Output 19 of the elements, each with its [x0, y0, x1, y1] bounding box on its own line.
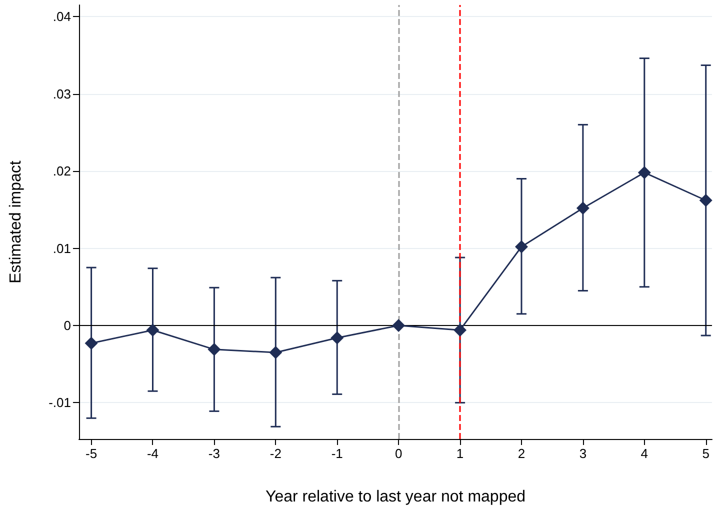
- x-tick-label: -4: [146, 446, 159, 461]
- x-axis-title: Year relative to last year not mapped: [265, 488, 526, 506]
- x-tick-label: 3: [579, 446, 587, 461]
- y-axis-title: Estimated impact: [8, 160, 24, 284]
- y-tick-label: -.01: [48, 395, 71, 410]
- x-tick-label: 4: [640, 446, 648, 461]
- x-tick-label: -2: [270, 446, 282, 461]
- x-tick-label: 1: [456, 446, 464, 461]
- y-tick-label: .02: [52, 164, 71, 179]
- x-tick-label: 5: [702, 446, 710, 461]
- y-tick-label: .03: [52, 86, 71, 102]
- x-tick-label: 0: [394, 446, 402, 461]
- y-tick-label: 0: [64, 318, 71, 333]
- x-tick-label: -1: [331, 446, 343, 461]
- y-tick-label: .04: [52, 9, 71, 24]
- x-tick-label: 2: [518, 446, 526, 461]
- x-tick-label: -3: [208, 446, 220, 461]
- y-tick-label: .01: [52, 240, 71, 256]
- x-tick-label: -5: [86, 446, 98, 461]
